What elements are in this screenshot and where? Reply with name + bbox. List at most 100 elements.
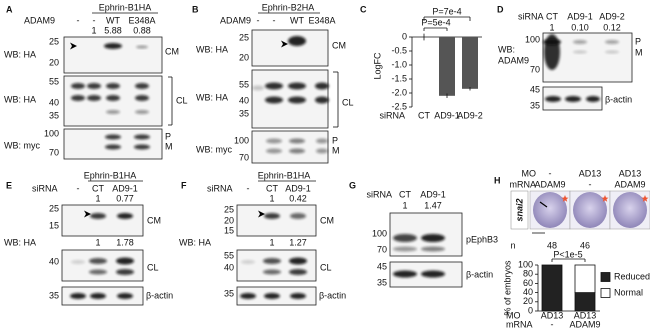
band (106, 110, 120, 114)
label: - (77, 183, 80, 193)
bar-segment (541, 264, 563, 312)
label: 1 (269, 193, 274, 203)
label: CM (165, 46, 179, 56)
band (134, 144, 150, 150)
panel-label: F (181, 180, 187, 190)
band (290, 213, 306, 219)
label: WB: HA (179, 237, 211, 247)
legend-label: Normal (614, 287, 643, 297)
band (315, 96, 329, 104)
band (316, 138, 328, 144)
label: snai2 (514, 198, 524, 221)
label: β-actin (605, 94, 632, 104)
label: WT (290, 15, 304, 25)
panel-label: G (349, 180, 356, 190)
band (288, 96, 306, 104)
label: P (165, 131, 171, 141)
label: CL (342, 97, 354, 107)
y-tick-label: 20 (523, 296, 533, 306)
label: - (589, 179, 592, 189)
label: 46 (580, 240, 590, 250)
label: 40 (49, 256, 59, 266)
embryo (573, 192, 607, 228)
y-tick-label: 60 (523, 278, 533, 288)
label: 25 (49, 203, 59, 213)
panel-label: E (6, 180, 12, 190)
label: 20 (224, 215, 234, 225)
band (71, 95, 85, 101)
label: 1 (95, 237, 100, 247)
label: 70 (377, 244, 387, 254)
label: WT (106, 15, 120, 25)
band (315, 82, 329, 90)
label: 1 (269, 237, 274, 247)
label: CT (399, 189, 411, 199)
label: 35 (530, 100, 540, 110)
panel-label: A (6, 4, 13, 14)
arrowhead (70, 42, 77, 50)
label: siRNA (366, 189, 392, 199)
band (136, 45, 148, 49)
label: Ephrin-B1HA (84, 170, 137, 180)
band (266, 148, 282, 154)
band (393, 246, 417, 252)
label: - (257, 15, 260, 25)
band (264, 213, 280, 219)
label: M (332, 145, 340, 155)
band (573, 50, 587, 54)
label: AD13 (541, 310, 564, 320)
label: CM (332, 40, 346, 50)
label: 35 (239, 108, 249, 118)
label: CL (147, 262, 159, 272)
label: 25 (239, 32, 249, 42)
marker-star (641, 195, 649, 202)
band (117, 293, 133, 299)
label: β-actin (146, 290, 173, 300)
label: 70 (530, 64, 540, 74)
band (135, 110, 149, 114)
y-tick-label: 100 (518, 259, 533, 269)
band (241, 260, 255, 264)
bar (462, 37, 478, 89)
band (104, 43, 122, 49)
label: ADAM9 (534, 179, 565, 189)
label: β-actin (466, 269, 493, 279)
legend-label: Reduced (614, 271, 650, 281)
label: 1.47 (424, 200, 442, 210)
band (265, 96, 283, 104)
band (87, 83, 101, 89)
label: M (165, 141, 173, 151)
y-tick-label: 80 (523, 269, 533, 279)
blot (63, 36, 163, 74)
arrowhead (84, 210, 91, 218)
marker-star (561, 195, 569, 202)
band (135, 95, 149, 101)
y-tick-label: -0.5 (391, 45, 407, 55)
band (289, 148, 305, 154)
band (543, 39, 561, 45)
label: 40 (49, 97, 59, 107)
band (288, 36, 306, 46)
label: CM (147, 215, 161, 225)
band (421, 270, 445, 278)
label: ADAM9 (569, 319, 600, 328)
blot (61, 249, 144, 282)
label: Ephrin-B2HA (262, 2, 315, 12)
label: WB: HA (4, 94, 36, 104)
panel-label: C (360, 4, 367, 14)
label: 1 (549, 22, 554, 32)
band (106, 95, 120, 101)
band (71, 260, 85, 264)
band (90, 293, 106, 299)
band (90, 213, 106, 219)
label: ADAM9 (220, 15, 251, 25)
label: 48 (547, 240, 557, 250)
y-tick-label: -2.0 (391, 87, 407, 97)
band (289, 257, 307, 265)
label: n (510, 240, 515, 250)
y-tick-label: 0 (528, 305, 533, 315)
label: MO (506, 310, 521, 320)
y-tick-label: 40 (523, 287, 533, 297)
y-tick-label: -1.5 (391, 73, 407, 83)
label: 100 (44, 128, 59, 138)
